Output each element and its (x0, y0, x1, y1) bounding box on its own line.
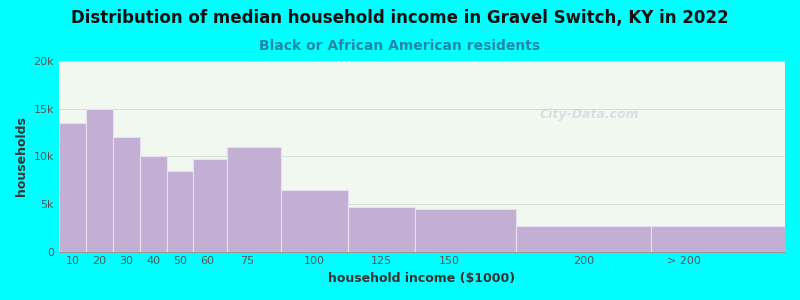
Bar (348, 207, 415, 252)
Bar (166, 171, 194, 252)
Bar (59, 123, 86, 252)
Text: Black or African American residents: Black or African American residents (259, 39, 541, 53)
Text: City-Data.com: City-Data.com (539, 108, 639, 121)
Bar (227, 147, 281, 252)
Bar (415, 209, 516, 252)
Bar (516, 226, 650, 252)
Text: Distribution of median household income in Gravel Switch, KY in 2022: Distribution of median household income … (71, 9, 729, 27)
Bar (650, 226, 785, 252)
Y-axis label: households: households (15, 116, 28, 196)
Bar (281, 190, 348, 252)
X-axis label: household income ($1000): household income ($1000) (329, 272, 515, 285)
Bar (86, 109, 113, 252)
Bar (140, 156, 166, 252)
Bar (113, 137, 140, 252)
Bar (194, 159, 227, 252)
